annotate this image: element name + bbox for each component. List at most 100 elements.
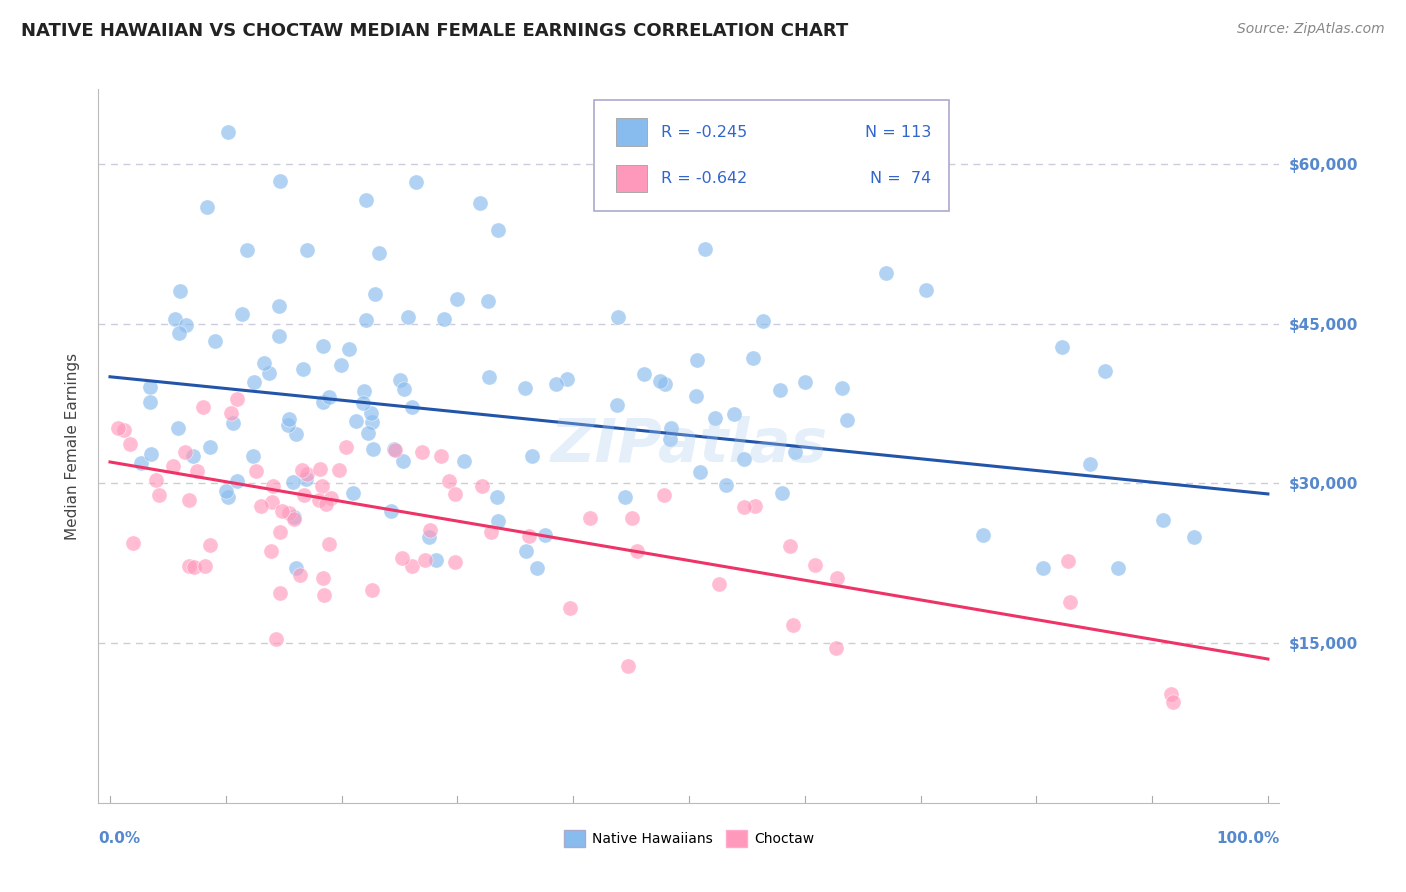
Point [769, 384, 792, 398]
Point [364, 287, 387, 301]
Point [779, 540, 801, 554]
Point [174, 318, 197, 332]
Point [169, 284, 191, 298]
Point [606, 398, 628, 412]
Point [486, 514, 509, 528]
Point [145, 473, 167, 487]
Point [122, 536, 145, 550]
Point [267, 299, 290, 313]
Point [165, 312, 187, 326]
Text: 0.0%: 0.0% [98, 831, 141, 847]
Point [515, 544, 537, 558]
Point [579, 510, 602, 524]
Text: ZIPatlas: ZIPatlas [550, 417, 828, 475]
Point [659, 433, 682, 447]
Point [709, 576, 731, 591]
Bar [616, 165, 647, 192]
Point [391, 550, 413, 565]
Point [204, 334, 226, 348]
Point [477, 293, 499, 308]
Point [236, 244, 259, 258]
Point [804, 558, 827, 573]
Point [478, 370, 501, 384]
Point [607, 310, 630, 325]
Point [139, 380, 162, 394]
Point [219, 406, 242, 420]
Point [443, 487, 465, 501]
Point [752, 314, 775, 328]
Point [215, 484, 238, 499]
Point [337, 342, 360, 356]
Point [485, 490, 508, 504]
Point [401, 559, 423, 574]
Text: R = -0.642: R = -0.642 [661, 171, 748, 186]
Point [1052, 340, 1074, 354]
Point [222, 416, 245, 430]
Point [344, 414, 367, 428]
Point [361, 582, 384, 597]
Point [723, 407, 745, 421]
Text: N =  74: N = 74 [870, 171, 931, 186]
Point [225, 392, 247, 406]
Point [733, 500, 755, 514]
Point [250, 499, 273, 513]
Point [269, 173, 291, 187]
Point [1059, 595, 1081, 609]
Point [118, 437, 141, 451]
Point [259, 367, 281, 381]
Point [444, 555, 467, 569]
Point [312, 395, 335, 409]
Text: NATIVE HAWAIIAN VS CHOCTAW MEDIAN FEMALE EARNINGS CORRELATION CHART: NATIVE HAWAIIAN VS CHOCTAW MEDIAN FEMALE… [21, 22, 848, 40]
Point [835, 413, 858, 427]
Point [295, 472, 318, 486]
Point [392, 453, 415, 467]
Point [360, 406, 382, 420]
Point [824, 641, 846, 656]
Point [526, 561, 548, 575]
Point [148, 488, 170, 502]
Point [633, 368, 655, 382]
Point [361, 442, 384, 456]
Point [129, 456, 152, 470]
Point [285, 561, 308, 575]
Point [292, 361, 315, 376]
Point [1107, 561, 1129, 575]
Point [270, 504, 292, 518]
Point [198, 440, 221, 454]
Point [319, 491, 342, 506]
Point [309, 462, 332, 476]
Point [621, 511, 644, 525]
Point [308, 493, 330, 508]
Point [546, 377, 568, 392]
Point [1032, 561, 1054, 575]
Text: Source: ZipAtlas.com: Source: ZipAtlas.com [1237, 22, 1385, 37]
Point [394, 382, 416, 396]
Point [1161, 694, 1184, 708]
Point [405, 175, 427, 189]
Point [744, 499, 766, 513]
Point [685, 389, 707, 403]
Point [195, 200, 218, 214]
Point [468, 196, 491, 211]
Point [1078, 458, 1101, 472]
Point [312, 571, 335, 585]
Point [315, 497, 337, 511]
Point [179, 558, 201, 573]
Point [413, 553, 436, 567]
Point [191, 400, 214, 414]
Point [353, 384, 375, 399]
Point [689, 465, 711, 479]
Point [361, 415, 384, 429]
Point [166, 421, 188, 435]
Point [107, 421, 129, 435]
Point [290, 567, 312, 582]
Point [831, 381, 853, 395]
Point [283, 509, 305, 524]
Point [555, 372, 578, 386]
Point [243, 376, 266, 390]
Point [162, 458, 184, 473]
Point [520, 449, 543, 463]
Point [388, 373, 411, 387]
Point [1056, 554, 1078, 568]
Point [1094, 364, 1116, 378]
